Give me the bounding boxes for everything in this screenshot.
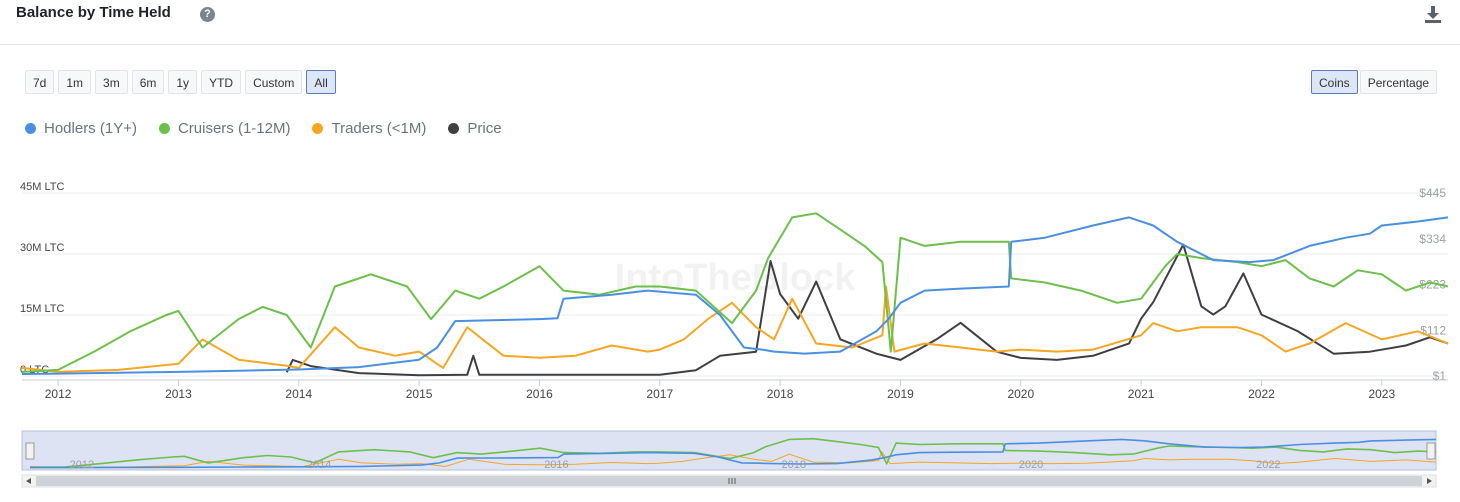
- scroll-left-arrow-icon[interactable]: [26, 478, 31, 484]
- navigator-year-label: 2012: [70, 459, 94, 471]
- y-right-tick-label: $1: [1433, 369, 1447, 383]
- legend-label-cruisers: Cruisers (1-12M): [177, 120, 291, 137]
- series-line-price: [285, 243, 1449, 377]
- scroll-right-arrow-icon[interactable]: [1427, 478, 1432, 484]
- download-icon[interactable]: [1423, 5, 1443, 25]
- navigator-line-traders: [29, 450, 1437, 468]
- chart-header: Balance by Time Held ?: [0, 0, 1460, 45]
- range-button-6m[interactable]: 6m: [131, 70, 165, 94]
- range-button-all[interactable]: All: [306, 70, 336, 94]
- navigator-selection: [21, 430, 1437, 471]
- range-button-3m[interactable]: 3m: [95, 70, 128, 94]
- legend-dot-cruisers: [158, 123, 170, 134]
- legend-label-price: Price: [467, 120, 502, 137]
- legend-item-traders[interactable]: Traders (<1M): [312, 120, 426, 137]
- series-line-cruisers: [21, 212, 1449, 373]
- y-left-tick-label: 45M LTC: [20, 181, 64, 193]
- x-tick-label: 2021: [1128, 387, 1155, 401]
- range-button-ytd[interactable]: YTD: [201, 70, 242, 94]
- legend-item-hodlers[interactable]: Hodlers (1Y+): [25, 120, 137, 137]
- navigator-year-label: 2022: [1256, 459, 1280, 471]
- chart-legend: Hodlers (1Y+) Cruisers (1-12M) Traders (<1…: [25, 120, 502, 137]
- navigator-year-label: 2020: [1019, 459, 1043, 471]
- navigator-year-label: 2018: [781, 459, 805, 471]
- y-left-tick-label: 0 LTC: [20, 364, 49, 376]
- x-tick-label: 2015: [406, 387, 433, 401]
- y-right-tick-label: $112: [1420, 323, 1446, 337]
- navigator-year-label: 2014: [307, 459, 331, 471]
- x-tick-label: 2022: [1248, 387, 1275, 401]
- range-button-7d[interactable]: 7d: [25, 70, 55, 94]
- legend-dot-price: [448, 123, 460, 134]
- watermark: IntoTheBlock: [615, 257, 857, 299]
- y-left-tick-label: 30M LTC: [20, 242, 64, 254]
- navigator-left-handle[interactable]: [25, 442, 35, 460]
- y-right-tick-label: $334: [1419, 232, 1446, 246]
- time-range-selector: 7d 1m 3m 6m 1y YTD Custom All: [25, 70, 336, 94]
- x-tick-label: 2013: [165, 387, 192, 401]
- scrollbar-track: [21, 474, 1437, 488]
- series-line-traders: [21, 285, 1449, 373]
- chart-title: Balance by Time Held: [16, 4, 171, 21]
- unit-toggle: Coins Percentage: [1311, 70, 1438, 94]
- x-tick-label: 2014: [285, 387, 312, 401]
- x-tick-label: 2017: [646, 387, 673, 401]
- x-tick-label: 2023: [1368, 387, 1395, 401]
- legend-dot-traders: [312, 123, 324, 134]
- x-tick-label: 2012: [45, 387, 72, 401]
- unit-button-percentage[interactable]: Percentage: [1359, 70, 1438, 94]
- unit-button-coins[interactable]: Coins: [1311, 70, 1358, 94]
- y-left-tick-label: 15M LTC: [20, 303, 64, 315]
- x-tick-label: 2020: [1007, 387, 1034, 401]
- navigator-right-handle[interactable]: [1426, 442, 1436, 460]
- navigator-line-hodlers: [30, 438, 1437, 469]
- y-right-tick-label: $445: [1419, 186, 1446, 200]
- x-tick-label: 2016: [526, 387, 553, 401]
- scrollbar-thumb[interactable]: [36, 476, 1422, 486]
- x-tick-label: 2018: [767, 387, 794, 401]
- legend-item-price[interactable]: Price: [448, 120, 502, 137]
- range-button-1y[interactable]: 1y: [168, 70, 198, 94]
- x-tick-label: 2019: [887, 387, 914, 401]
- series-line-hodlers: [21, 216, 1449, 375]
- y-right-tick-label: $223: [1419, 278, 1446, 292]
- legend-dot-hodlers: [25, 123, 36, 134]
- navigator-line-cruisers: [29, 437, 1437, 469]
- legend-label-hodlers: Hodlers (1Y+): [44, 120, 137, 137]
- navigator-year-label: 2016: [544, 459, 568, 471]
- range-button-custom[interactable]: Custom: [245, 70, 303, 94]
- legend-item-cruisers[interactable]: Cruisers (1-12M): [158, 120, 291, 137]
- legend-label-traders: Traders (<1M): [331, 120, 427, 137]
- range-button-1m[interactable]: 1m: [58, 70, 92, 94]
- help-icon[interactable]: ?: [200, 7, 215, 22]
